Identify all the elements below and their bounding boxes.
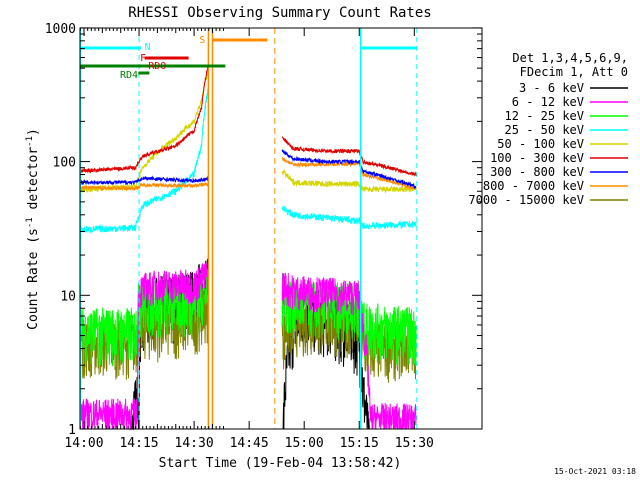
series-line	[79, 181, 210, 192]
legend-label: 300 - 800 keV	[490, 165, 584, 179]
timestamp: 15-Oct-2021 03:18	[554, 467, 636, 476]
x-tick-label: 15:00	[285, 436, 324, 451]
flag-label: N	[145, 42, 151, 53]
flag-label: RDO	[148, 61, 166, 72]
legend-label: 7000 - 15000 keV	[468, 193, 584, 207]
legend-label: 800 - 7000 keV	[483, 179, 584, 193]
y-tick-label: 1000	[45, 22, 76, 37]
series-line	[281, 205, 417, 230]
x-tick-label: 14:45	[230, 436, 269, 451]
y-axis-label-part1: Count Rate (s	[26, 228, 41, 330]
x-tick-label: 15:30	[395, 436, 434, 451]
y-tick-label: 10	[60, 289, 76, 304]
series-line	[79, 64, 210, 174]
legend: Det 1,3,4,5,6,9, FDecim 1, Att 0 3 - 6 k…	[468, 51, 628, 207]
legend-label: 50 - 100 keV	[497, 137, 584, 151]
series-line	[79, 175, 210, 186]
y-axis-label: Count Rate (s-1 detector-1)	[25, 128, 41, 330]
legend-label: 12 - 25 keV	[505, 109, 584, 123]
y-axis-label-part3: )	[26, 128, 41, 136]
data-layer	[79, 64, 417, 431]
y-tick-label: 100	[53, 156, 76, 171]
x-tick-label: 14:15	[119, 436, 158, 451]
x-tick-label: 14:00	[64, 436, 103, 451]
series-line	[79, 68, 210, 194]
series-line	[281, 149, 417, 190]
series-line	[281, 136, 417, 177]
legend-label: 3 - 6 keV	[519, 81, 584, 95]
y-axis-label-sup1: -1	[25, 217, 35, 228]
plot-frame	[79, 27, 483, 430]
chart-title: RHESSI Observing Summary Count Rates	[128, 5, 431, 21]
series-line	[79, 87, 210, 234]
axis-layer: 14:00 14:15 14:30 14:45 15:00 15:15 15:30 1 10 10…	[45, 22, 482, 451]
legend-header-2: FDecim 1, Att 0	[520, 65, 628, 79]
x-tick-label: 14:30	[175, 436, 214, 451]
legend-header-1: Det 1,3,4,5,6,9,	[512, 51, 628, 65]
series-line	[79, 262, 209, 431]
legend-label: 6 - 12 keV	[512, 95, 584, 109]
flag-label: RD4	[120, 70, 138, 81]
legend-label: 25 - 50 keV	[505, 123, 584, 137]
flag-label: F	[140, 53, 146, 64]
series-line	[281, 272, 417, 430]
x-axis-label: Start Time (19-Feb-04 13:58:42)	[159, 456, 402, 471]
x-tick-label: 15:15	[340, 436, 379, 451]
series-line	[281, 168, 417, 194]
legend-label: 100 - 300 keV	[490, 151, 584, 165]
flag-label: S	[199, 35, 205, 46]
y-tick-label: 1	[68, 423, 76, 438]
y-axis-label-sup2: -1	[25, 136, 35, 147]
y-axis-label-part2: detector	[26, 147, 41, 218]
